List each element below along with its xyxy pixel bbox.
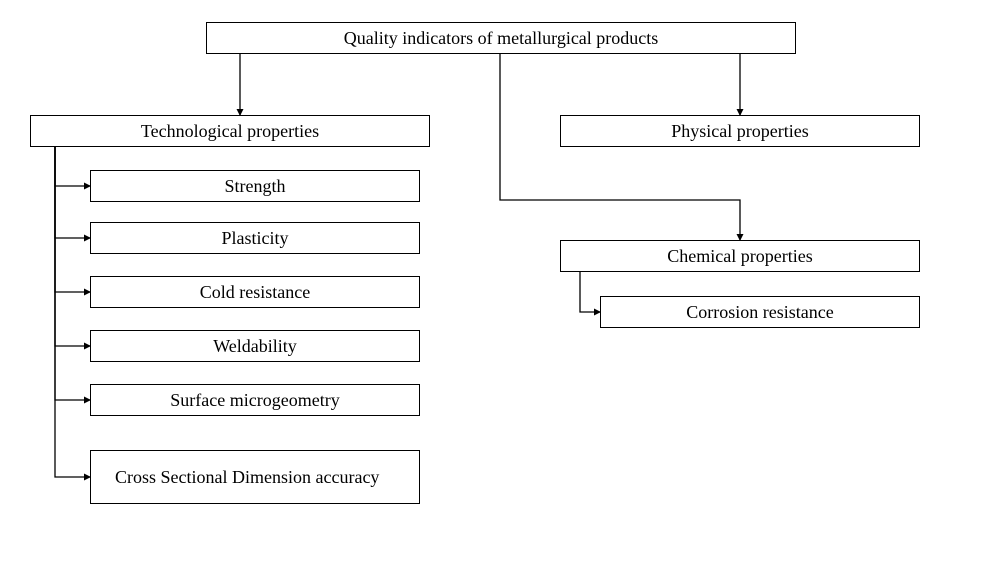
node-label: Chemical properties <box>667 246 812 267</box>
node-root: Quality indicators of metallurgical prod… <box>206 22 796 54</box>
node-label: Weldability <box>213 336 297 357</box>
edge <box>580 272 600 312</box>
node-label: Technological properties <box>141 121 319 142</box>
edge <box>55 147 90 346</box>
edge <box>500 54 740 240</box>
node-label: Plasticity <box>222 228 289 249</box>
edge <box>55 147 90 238</box>
node-label: Strength <box>225 176 286 197</box>
edge <box>55 147 90 477</box>
node-corrosion-resistance: Corrosion resistance <box>600 296 920 328</box>
node-physical-properties: Physical properties <box>560 115 920 147</box>
node-label: Cold resistance <box>200 282 310 303</box>
node-cold-resistance: Cold resistance <box>90 276 420 308</box>
node-label: Surface microgeometry <box>170 390 339 411</box>
node-cross-sectional-dimension-accuracy: Cross Sectional Dimension accuracy <box>90 450 420 504</box>
node-surface-microgeometry: Surface microgeometry <box>90 384 420 416</box>
node-strength: Strength <box>90 170 420 202</box>
node-label: Cross Sectional Dimension accuracy <box>115 467 379 488</box>
node-label: Quality indicators of metallurgical prod… <box>344 28 659 49</box>
node-plasticity: Plasticity <box>90 222 420 254</box>
node-label: Corrosion resistance <box>686 302 833 323</box>
node-chemical-properties: Chemical properties <box>560 240 920 272</box>
edge <box>55 147 90 186</box>
node-technological-properties: Technological properties <box>30 115 430 147</box>
edge <box>55 147 90 292</box>
edge <box>55 147 90 400</box>
node-weldability: Weldability <box>90 330 420 362</box>
node-label: Physical properties <box>671 121 808 142</box>
